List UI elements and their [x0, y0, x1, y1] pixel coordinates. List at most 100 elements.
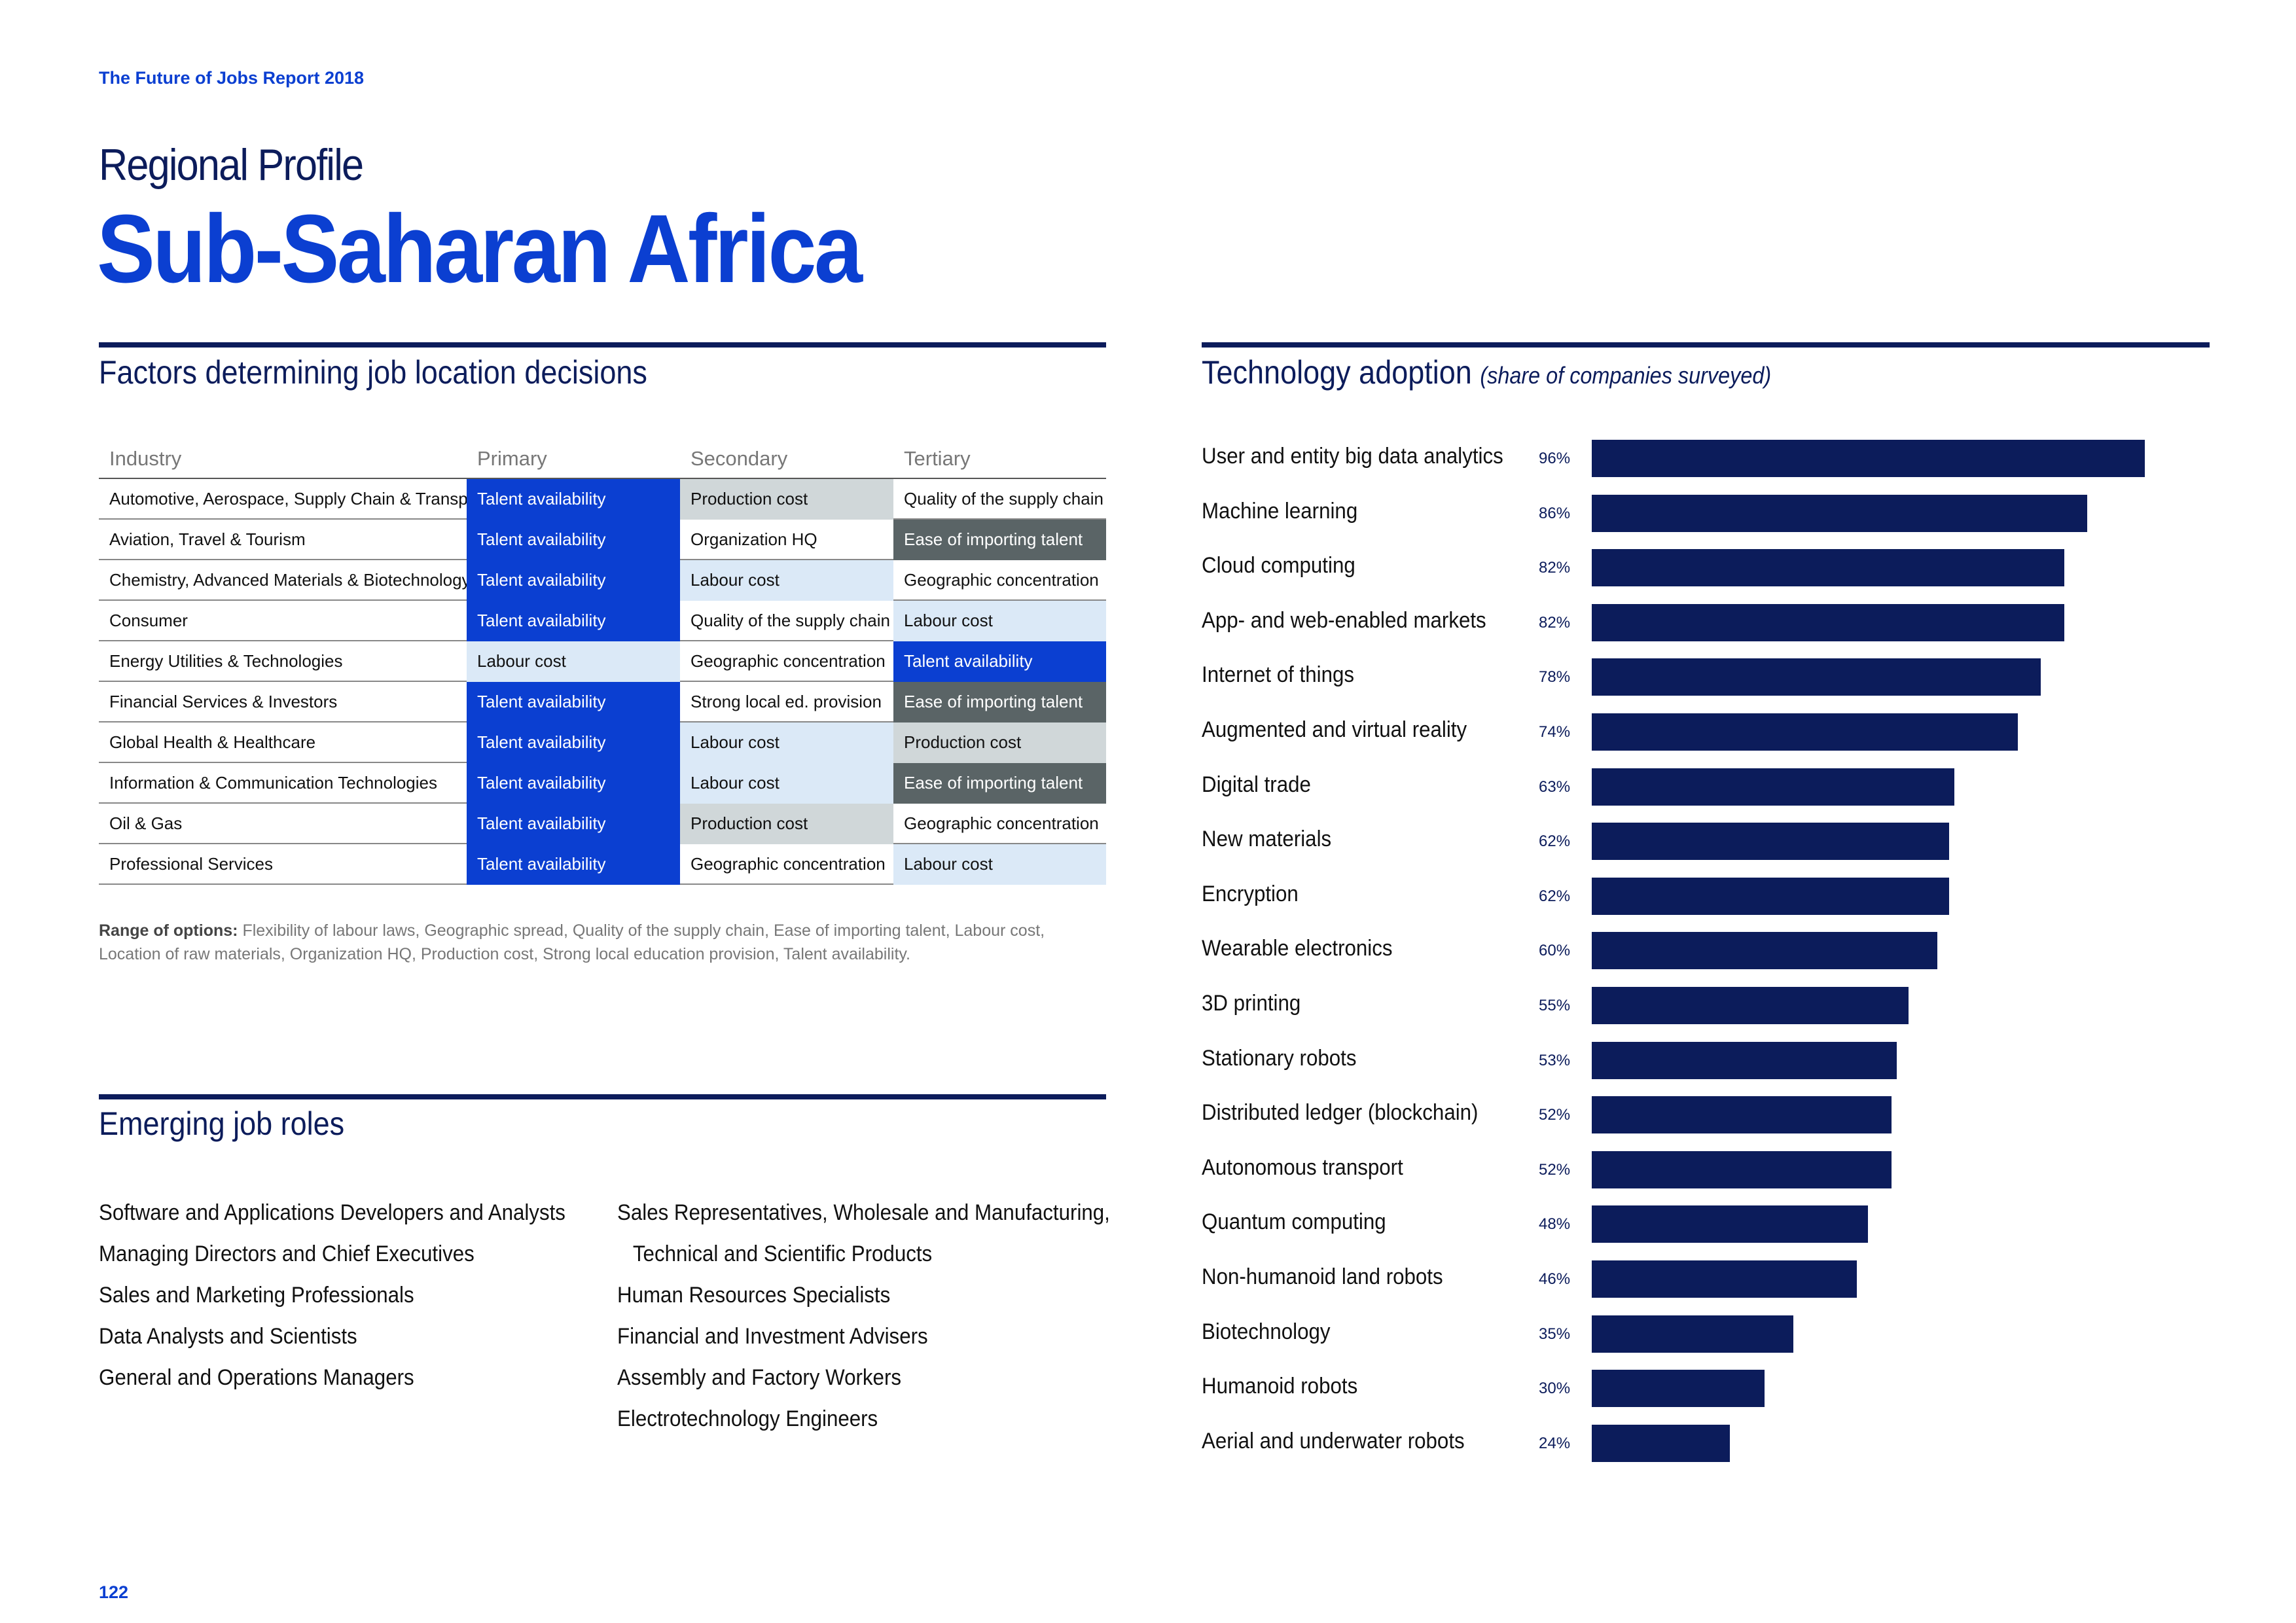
primary-factor-cell: Talent availability	[467, 844, 680, 885]
chart-bar	[1592, 1260, 1857, 1298]
chart-category-label: Non-humanoid land robots	[1202, 1264, 1443, 1289]
chart-value-label: 74%	[1539, 723, 1571, 741]
chart-value-label: 35%	[1539, 1325, 1571, 1343]
factors-footnote: Range of options: Flexibility of labour …	[99, 919, 1106, 966]
tertiary-factor-cell: Geographic concentration	[893, 560, 1106, 601]
chart-value-label: 52%	[1539, 1160, 1571, 1179]
chart-category-label: Distributed ledger (blockchain)	[1202, 1100, 1479, 1126]
page-number: 122	[99, 1582, 129, 1602]
tertiary-factor-cell: Talent availability	[893, 641, 1106, 682]
chart-bar	[1592, 1424, 1731, 1462]
factors-table-row: Consumer Talent availability Quality of th…	[99, 600, 1106, 641]
tertiary-factor-cell: Quality of the supply chain	[893, 478, 1106, 520]
chart-bar	[1592, 768, 1955, 806]
chart-value-label: 62%	[1539, 832, 1571, 851]
secondary-factor-cell: Strong local ed. provision	[680, 681, 893, 722]
technology-subtitle: (share of companies surveyed)	[1480, 362, 1772, 389]
secondary-factor-cell: Labour cost	[680, 722, 893, 763]
technology-title: Technology adoption	[1202, 354, 1472, 391]
secondary-factor-cell: Labour cost	[680, 762, 893, 804]
industry-cell: Professional Services	[99, 844, 467, 885]
tertiary-factor-cell: Production cost	[893, 722, 1106, 763]
chart-bar	[1592, 1096, 1892, 1134]
chart-category-label: Quantum computing	[1202, 1209, 1386, 1235]
chart-bar	[1592, 658, 2041, 696]
chart-category-label: Internet of things	[1202, 662, 1355, 688]
industry-cell: Consumer	[99, 600, 467, 641]
factors-section-rule	[99, 342, 1106, 348]
secondary-factor-cell: Production cost	[680, 478, 893, 520]
chart-category-label: Digital trade	[1202, 772, 1311, 797]
roles-section-rule	[99, 1094, 1106, 1099]
roles-left-column: Software and Applications Developers and…	[99, 1192, 565, 1399]
primary-factor-cell: Talent availability	[467, 560, 680, 601]
industry-cell: Chemistry, Advanced Materials & Biotechn…	[99, 560, 467, 601]
factors-table-header: Industry Primary Secondary Tertiary	[99, 440, 1106, 479]
role-item-continuation: Technical and Scientific Products	[632, 1241, 933, 1266]
secondary-factor-cell: Production cost	[680, 803, 893, 844]
primary-factor-cell: Talent availability	[467, 803, 680, 844]
roles-right-column: Sales Representatives, Wholesale and Man…	[617, 1192, 1110, 1440]
tertiary-factor-cell: Ease of importing talent	[893, 519, 1106, 560]
chart-category-label: Aerial and underwater robots	[1202, 1428, 1465, 1454]
chart-category-label: New materials	[1202, 827, 1332, 852]
primary-factor-cell: Talent availability	[467, 600, 680, 641]
chart-value-label: 86%	[1539, 504, 1571, 522]
technology-adoption-chart: User and entity big data analytics 96% Mac…	[1202, 438, 2210, 1486]
role-item: Sales Representatives, Wholesale and Man…	[617, 1200, 1110, 1225]
factors-section-title: Factors determining job location decisio…	[99, 354, 647, 391]
factors-table: Industry Primary Secondary Tertiary Auto…	[99, 440, 1106, 885]
chart-bar	[1592, 1041, 1897, 1079]
chart-category-label: Humanoid robots	[1202, 1374, 1358, 1399]
factors-table-row: Oil & Gas Talent availability Production c…	[99, 803, 1106, 844]
chart-value-label: 46%	[1539, 1270, 1571, 1288]
industry-cell: Information & Communication Technologies	[99, 762, 467, 804]
chart-value-label: 82%	[1539, 613, 1571, 632]
chart-bar	[1592, 494, 2087, 532]
factors-table-row: Professional Services Talent availability…	[99, 844, 1106, 885]
chart-bar	[1592, 1150, 1892, 1188]
chart-category-label: 3D printing	[1202, 991, 1301, 1016]
industry-cell: Financial Services & Investors	[99, 681, 467, 722]
chart-bar	[1592, 823, 1949, 861]
primary-factor-cell: Talent availability	[467, 681, 680, 722]
industry-cell: Oil & Gas	[99, 803, 467, 844]
chart-bar	[1592, 1315, 1793, 1353]
chart-bar	[1592, 440, 2145, 477]
chart-bar	[1592, 603, 2064, 641]
technology-section-title: Technology adoption (share of companies …	[1202, 353, 1771, 391]
chart-value-label: 55%	[1539, 997, 1571, 1014]
chart-bar	[1592, 549, 2064, 587]
factors-table-row: Chemistry, Advanced Materials & Biotechn…	[99, 560, 1106, 601]
chart-value-label: 78%	[1539, 668, 1571, 687]
factors-table-row: Financial Services & Investors Talent ava…	[99, 681, 1106, 722]
column-header-tertiary: Tertiary	[893, 440, 1106, 479]
role-item: Managing Directors and Chief Executives	[99, 1241, 475, 1266]
footnote-text: Flexibility of labour laws, Geographic s…	[99, 921, 1045, 963]
industry-cell: Automotive, Aerospace, Supply Chain & Tr…	[99, 478, 467, 520]
role-item: Data Analysts and Scientists	[99, 1324, 357, 1349]
chart-bar	[1592, 932, 1937, 970]
chart-category-label: Machine learning	[1202, 498, 1358, 524]
column-header-primary: Primary	[467, 440, 680, 479]
chart-bar	[1592, 877, 1949, 915]
chart-category-label: Cloud computing	[1202, 553, 1355, 579]
industry-cell: Energy Utilities & Technologies	[99, 641, 467, 682]
report-title: The Future of Jobs Report 2018	[99, 68, 365, 88]
chart-category-label: User and entity big data analytics	[1202, 444, 1503, 469]
roles-section-title: Emerging job roles	[99, 1105, 345, 1142]
role-item: Software and Applications Developers and…	[99, 1200, 565, 1225]
secondary-factor-cell: Geographic concentration	[680, 844, 893, 885]
chart-value-label: 62%	[1539, 887, 1571, 905]
chart-category-label: Biotechnology	[1202, 1319, 1331, 1344]
industry-cell: Global Health & Healthcare	[99, 722, 467, 763]
tertiary-factor-cell: Labour cost	[893, 600, 1106, 641]
chart-category-label: Wearable electronics	[1202, 936, 1393, 961]
chart-value-label: 48%	[1539, 1215, 1571, 1234]
primary-factor-cell: Talent availability	[467, 722, 680, 763]
column-header-secondary: Secondary	[680, 440, 893, 479]
role-item: General and Operations Managers	[99, 1365, 414, 1390]
column-header-industry: Industry	[99, 440, 467, 479]
secondary-factor-cell: Organization HQ	[680, 519, 893, 560]
chart-value-label: 63%	[1539, 777, 1571, 796]
